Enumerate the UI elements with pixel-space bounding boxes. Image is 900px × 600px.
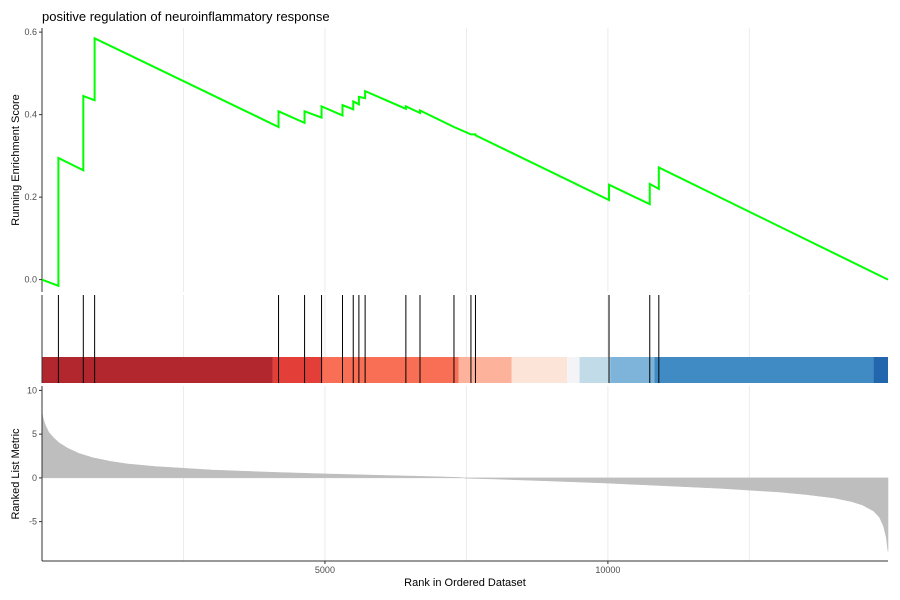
rank-color-band bbox=[610, 357, 655, 383]
ranked-metric-area bbox=[41, 412, 889, 552]
running-score-panel: 0.0 0.2 0.4 0.6 bbox=[24, 27, 889, 292]
x-tick-label: 5000 bbox=[315, 565, 335, 575]
rank-color-band bbox=[322, 357, 459, 383]
ranked-metric-panel: 10 5 0 -5 5000 10000 bbox=[27, 385, 889, 575]
rank-color-band bbox=[654, 357, 874, 383]
rank-color-band bbox=[579, 357, 611, 383]
running-score-line bbox=[41, 36, 889, 288]
x-axis-title: Rank in Ordered Dataset bbox=[404, 577, 526, 589]
ranked-metric-tick-label: 10 bbox=[27, 385, 37, 395]
chart-title: positive regulation of neuroinflammatory… bbox=[42, 9, 330, 24]
gene-hits-panel bbox=[41, 295, 888, 383]
running-score-tick-label: 0.6 bbox=[24, 27, 37, 37]
ranked-metric-tick-label: 5 bbox=[32, 429, 37, 439]
running-score-tick-label: 0.0 bbox=[24, 275, 37, 285]
rank-color-band bbox=[567, 357, 580, 383]
rank-color-band bbox=[511, 357, 568, 383]
ranked-metric-tick-label: -5 bbox=[29, 517, 37, 527]
x-tick-label: 10000 bbox=[595, 565, 620, 575]
rank-color-band bbox=[42, 357, 273, 383]
running-score-tick-label: 0.2 bbox=[24, 192, 37, 202]
ranked-metric-tick-label: 0 bbox=[32, 473, 37, 483]
rank-color-band bbox=[458, 357, 512, 383]
running-score-ylabel: Running Enrichment Score bbox=[10, 94, 22, 225]
rank-color-band bbox=[272, 357, 323, 383]
running-score-tick-label: 0.4 bbox=[24, 110, 37, 120]
ranked-metric-ylabel: Ranked List Metric bbox=[10, 428, 22, 520]
rank-color-band bbox=[873, 357, 888, 383]
